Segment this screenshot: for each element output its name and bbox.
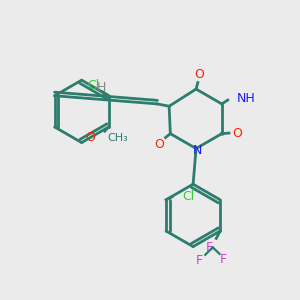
Text: F: F xyxy=(220,253,227,266)
Text: F: F xyxy=(196,254,203,267)
Text: O: O xyxy=(85,131,95,145)
Text: H: H xyxy=(97,81,106,94)
Text: NH: NH xyxy=(237,92,255,105)
Text: O: O xyxy=(232,127,242,140)
Text: Cl: Cl xyxy=(182,190,194,203)
Text: F: F xyxy=(206,241,213,254)
Text: O: O xyxy=(195,68,205,81)
Text: N: N xyxy=(193,144,202,158)
Text: O: O xyxy=(154,138,164,151)
Text: CH₃: CH₃ xyxy=(107,133,128,143)
Text: Cl: Cl xyxy=(88,79,100,92)
